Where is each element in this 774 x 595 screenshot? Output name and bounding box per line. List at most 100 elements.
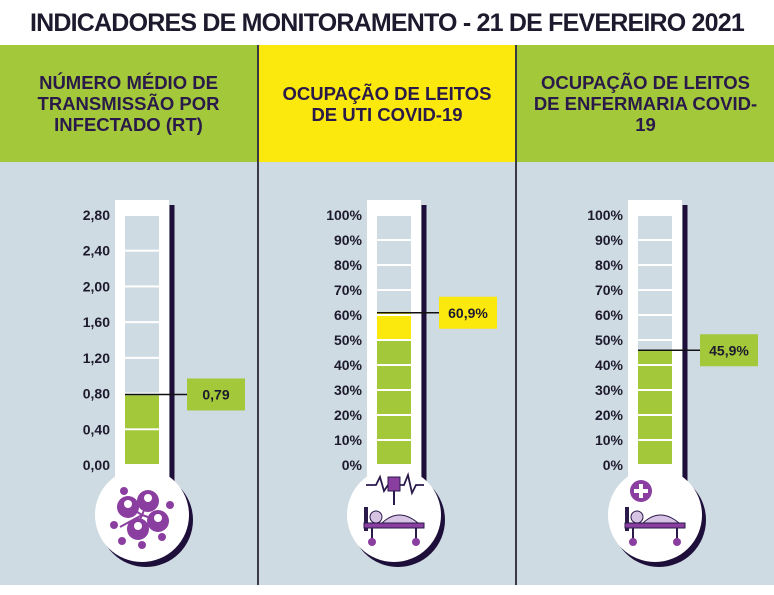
tick-label: 40% — [595, 357, 624, 373]
value-label-box — [439, 296, 497, 329]
tick-label: 2,00 — [83, 278, 110, 294]
gauge-segment — [638, 266, 672, 289]
value-label: 45,9% — [709, 342, 749, 358]
tick-label: 100% — [326, 207, 362, 223]
tick-label: 10% — [334, 432, 363, 448]
rt-panel: NÚMERO MÉDIO DE TRANSMISSÃO POR INFECTAD… — [0, 45, 257, 585]
value-label: 60,9% — [448, 305, 488, 321]
tick-label: 60% — [595, 307, 624, 323]
icu-bed-monitor-icon — [363, 471, 425, 546]
gauge-segment — [125, 323, 159, 357]
person-head — [144, 494, 152, 502]
gauge-segment — [125, 287, 159, 322]
rt-header: NÚMERO MÉDIO DE TRANSMISSÃO POR INFECTAD… — [0, 45, 257, 162]
icu-panel: OCUPAÇÃO DE LEITOS DE UTI COVID-19 100% 9… — [259, 45, 515, 585]
gauge-fill — [377, 316, 411, 339]
gauge-segment — [638, 291, 672, 314]
divider — [515, 45, 517, 585]
gauge-fill — [377, 391, 411, 414]
ward-bed-cross-icon — [624, 480, 686, 546]
wheel — [629, 538, 637, 546]
network-dot — [120, 487, 128, 495]
tick-label: 30% — [595, 382, 624, 398]
gauge-segment — [125, 251, 159, 286]
gauge-segment — [638, 216, 672, 239]
divider — [257, 45, 259, 585]
gauge-fill — [638, 391, 672, 414]
person-head — [124, 500, 132, 508]
tick-label: 0% — [342, 457, 363, 473]
tick-label: 20% — [595, 407, 624, 423]
wheel — [673, 538, 681, 546]
person-head — [134, 522, 142, 530]
gauge-segment — [125, 216, 159, 250]
tick-label: 1,60 — [83, 314, 110, 330]
bed-frame — [363, 522, 425, 529]
tick-label: 90% — [595, 232, 624, 248]
wheel — [368, 538, 376, 546]
gauge-segment — [125, 358, 159, 393]
gauge-fill — [638, 416, 672, 439]
bed-head — [625, 507, 629, 531]
gauge-fill — [377, 416, 411, 439]
ward-header: OCUPAÇÃO DE LEITOS DE ENFERMARIA COVID-1… — [517, 45, 774, 162]
rt-gauge: 2,80 2,40 2,00 1,60 1,20 0,80 0,40 0,00 0,79 — [83, 200, 245, 567]
tick-label: 50% — [334, 332, 363, 348]
bed-frame — [624, 522, 686, 529]
network-dot — [158, 533, 166, 541]
tick-label: 2,80 — [83, 207, 110, 223]
gauge-fill — [125, 395, 159, 429]
tick-label: 20% — [334, 407, 363, 423]
tick-label: 70% — [334, 282, 363, 298]
ward-panel: OCUPAÇÃO DE LEITOS DE ENFERMARIA COVID-1… — [517, 45, 774, 585]
tick-label: 0,40 — [83, 421, 110, 437]
network-dot — [110, 521, 118, 529]
tick-label: 0,00 — [83, 457, 110, 473]
tick-label: 80% — [595, 257, 624, 273]
gauge-segment — [377, 266, 411, 289]
tick-label: 2,40 — [83, 243, 110, 259]
tick-label: 70% — [595, 282, 624, 298]
gauge-fill — [377, 441, 411, 464]
wheel — [412, 538, 420, 546]
page-title: INDICADORES DE MONITORAMENTO - 21 DE FEV… — [30, 9, 745, 37]
gauge-fill — [638, 366, 672, 389]
thermometer-bulb — [608, 468, 702, 562]
value-label-box — [187, 378, 245, 411]
network-dot — [118, 537, 126, 545]
gauge-segment — [638, 316, 672, 339]
icu-header: OCUPAÇÃO DE LEITOS DE UTI COVID-19 — [259, 45, 515, 162]
gauge-fill — [638, 441, 672, 464]
gauge-fill — [638, 350, 672, 364]
tick-label: 1,20 — [83, 350, 110, 366]
gauge-segment — [377, 291, 411, 314]
gauge-segment — [638, 241, 672, 264]
network-dot — [138, 541, 146, 549]
icu-gauge: 100% 90% 80% 70% 60% 50% 40% 30% 20% 10% 0% 60,9% — [326, 200, 497, 567]
gauge-fill — [125, 430, 159, 464]
gauge-fill — [377, 341, 411, 364]
cross-h — [634, 489, 648, 493]
tick-label: 0% — [603, 457, 624, 473]
gauge-segment — [377, 241, 411, 264]
people-network-icon — [110, 487, 174, 549]
tick-label: 10% — [595, 432, 624, 448]
tick-label: 40% — [334, 357, 363, 373]
monitor — [387, 476, 401, 492]
patient-head — [369, 510, 383, 524]
value-label-box — [700, 334, 758, 367]
tick-label: 0,80 — [83, 386, 110, 402]
tick-label: 60% — [334, 307, 363, 323]
network-dot — [166, 501, 174, 509]
gauge-fill — [377, 366, 411, 389]
bed-head — [364, 507, 368, 531]
tick-label: 80% — [334, 257, 363, 273]
gauge-segment — [377, 216, 411, 239]
tick-label: 30% — [334, 382, 363, 398]
person-head — [154, 514, 162, 522]
tick-label: 90% — [334, 232, 363, 248]
tick-label: 50% — [595, 332, 624, 348]
tick-label: 100% — [587, 207, 623, 223]
ward-gauge: 100% 90% 80% 70% 60% 50% 40% 30% 20% 10% 0% 45,9% — [587, 200, 758, 567]
patient-head — [630, 510, 644, 524]
